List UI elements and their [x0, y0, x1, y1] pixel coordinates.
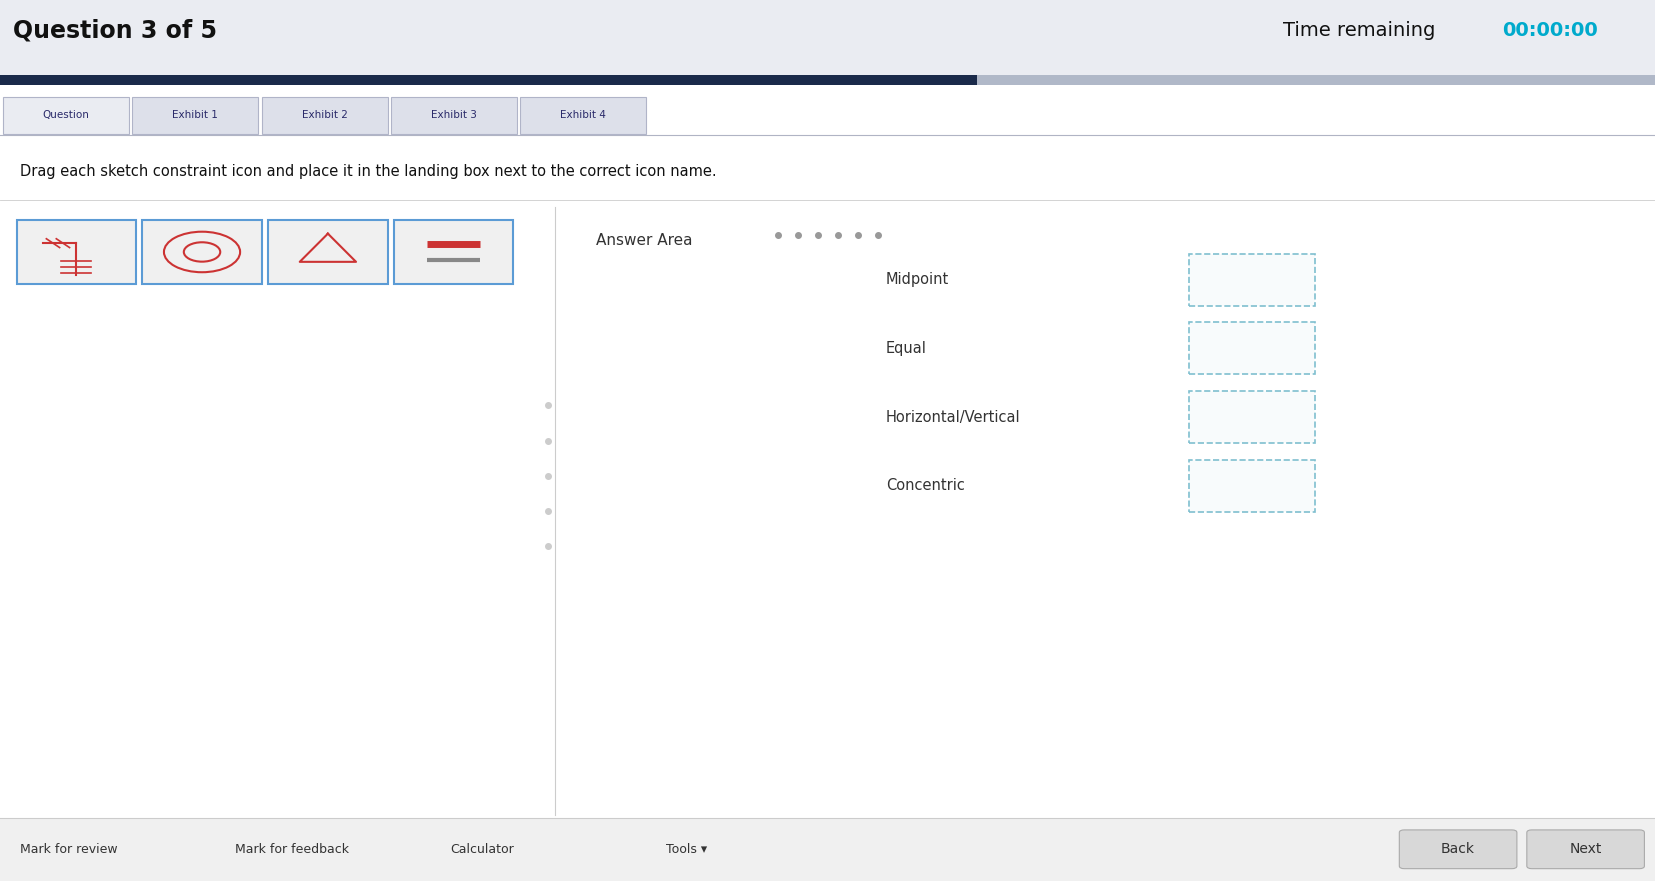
FancyBboxPatch shape [1398, 830, 1516, 869]
Bar [0, 818, 1655, 881]
Text: Question: Question [43, 110, 89, 121]
FancyBboxPatch shape [391, 97, 516, 134]
Text: Next: Next [1569, 842, 1600, 856]
Text: Time remaining: Time remaining [1283, 21, 1442, 41]
Text: Question 3 of 5: Question 3 of 5 [13, 19, 217, 43]
FancyBboxPatch shape [268, 220, 387, 284]
Bar [0, 75, 976, 85]
FancyBboxPatch shape [1188, 254, 1314, 306]
Bar [0, 85, 1655, 818]
Text: Exhibit 2: Exhibit 2 [301, 110, 348, 121]
Text: Drag each sketch constraint icon and place it in the landing box next to the cor: Drag each sketch constraint icon and pla… [20, 164, 717, 180]
Text: Exhibit 1: Exhibit 1 [172, 110, 218, 121]
Text: Midpoint: Midpoint [885, 272, 948, 287]
Text: Equal: Equal [885, 341, 927, 356]
FancyBboxPatch shape [520, 97, 645, 134]
Text: Horizontal/Vertical: Horizontal/Vertical [885, 410, 1019, 425]
Text: Answer Area: Answer Area [596, 233, 692, 248]
Bar [0, 0, 1655, 77]
FancyBboxPatch shape [1526, 830, 1643, 869]
FancyBboxPatch shape [132, 97, 258, 134]
Text: Tools ▾: Tools ▾ [665, 843, 707, 855]
Text: Back: Back [1440, 842, 1475, 856]
FancyBboxPatch shape [1188, 460, 1314, 512]
Text: Mark for review: Mark for review [20, 843, 118, 855]
FancyBboxPatch shape [3, 97, 129, 134]
Text: Concentric: Concentric [885, 478, 965, 493]
Text: Exhibit 3: Exhibit 3 [430, 110, 477, 121]
Text: Exhibit 4: Exhibit 4 [559, 110, 606, 121]
Text: Calculator: Calculator [450, 843, 513, 855]
FancyBboxPatch shape [261, 97, 387, 134]
FancyBboxPatch shape [1188, 391, 1314, 443]
FancyBboxPatch shape [1188, 322, 1314, 374]
FancyBboxPatch shape [142, 220, 261, 284]
Text: Mark for feedback: Mark for feedback [235, 843, 349, 855]
FancyBboxPatch shape [394, 220, 513, 284]
Text: 00:00:00: 00:00:00 [1501, 21, 1597, 41]
FancyBboxPatch shape [17, 220, 136, 284]
Bar [0, 75, 1655, 85]
